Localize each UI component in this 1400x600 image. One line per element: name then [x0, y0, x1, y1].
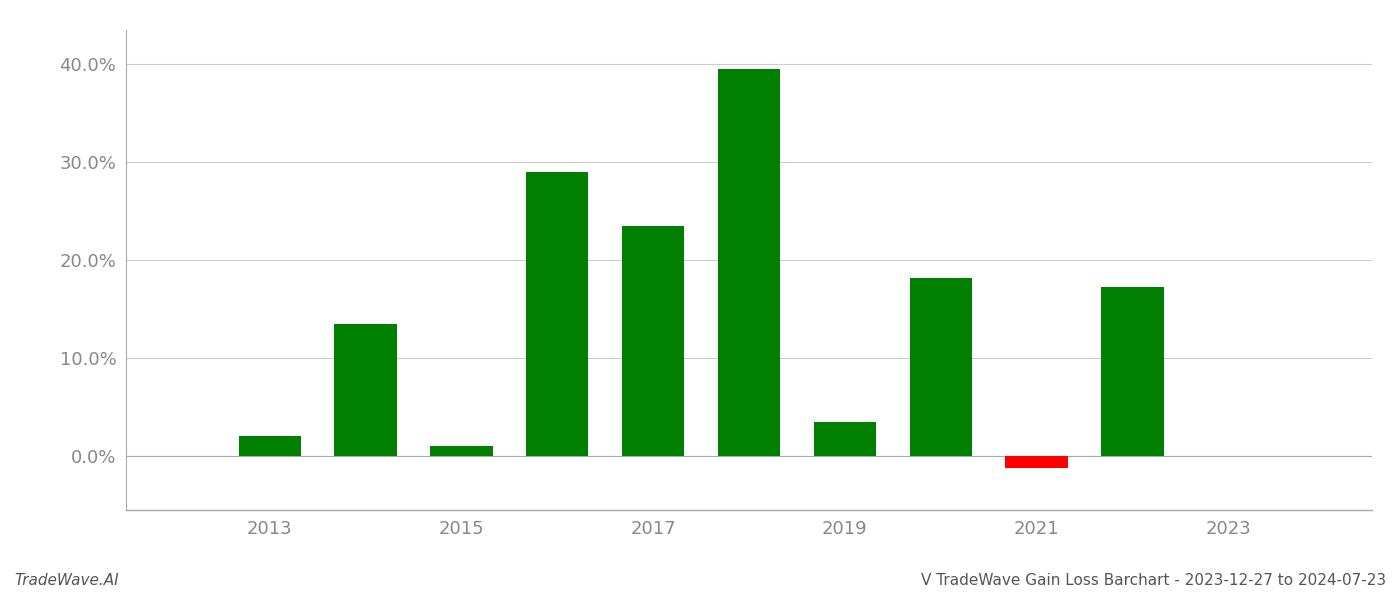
Bar — [526, 172, 588, 456]
Text: TradeWave.AI: TradeWave.AI — [14, 573, 119, 588]
Bar — [813, 422, 876, 456]
Bar — [910, 278, 972, 456]
Bar — [238, 436, 301, 456]
Text: V TradeWave Gain Loss Barchart - 2023-12-27 to 2024-07-23: V TradeWave Gain Loss Barchart - 2023-12… — [921, 573, 1386, 588]
Bar — [430, 446, 493, 456]
Bar — [718, 69, 780, 456]
Bar — [335, 324, 396, 456]
Bar — [1005, 456, 1068, 468]
Bar — [622, 226, 685, 456]
Bar — [1102, 287, 1163, 456]
